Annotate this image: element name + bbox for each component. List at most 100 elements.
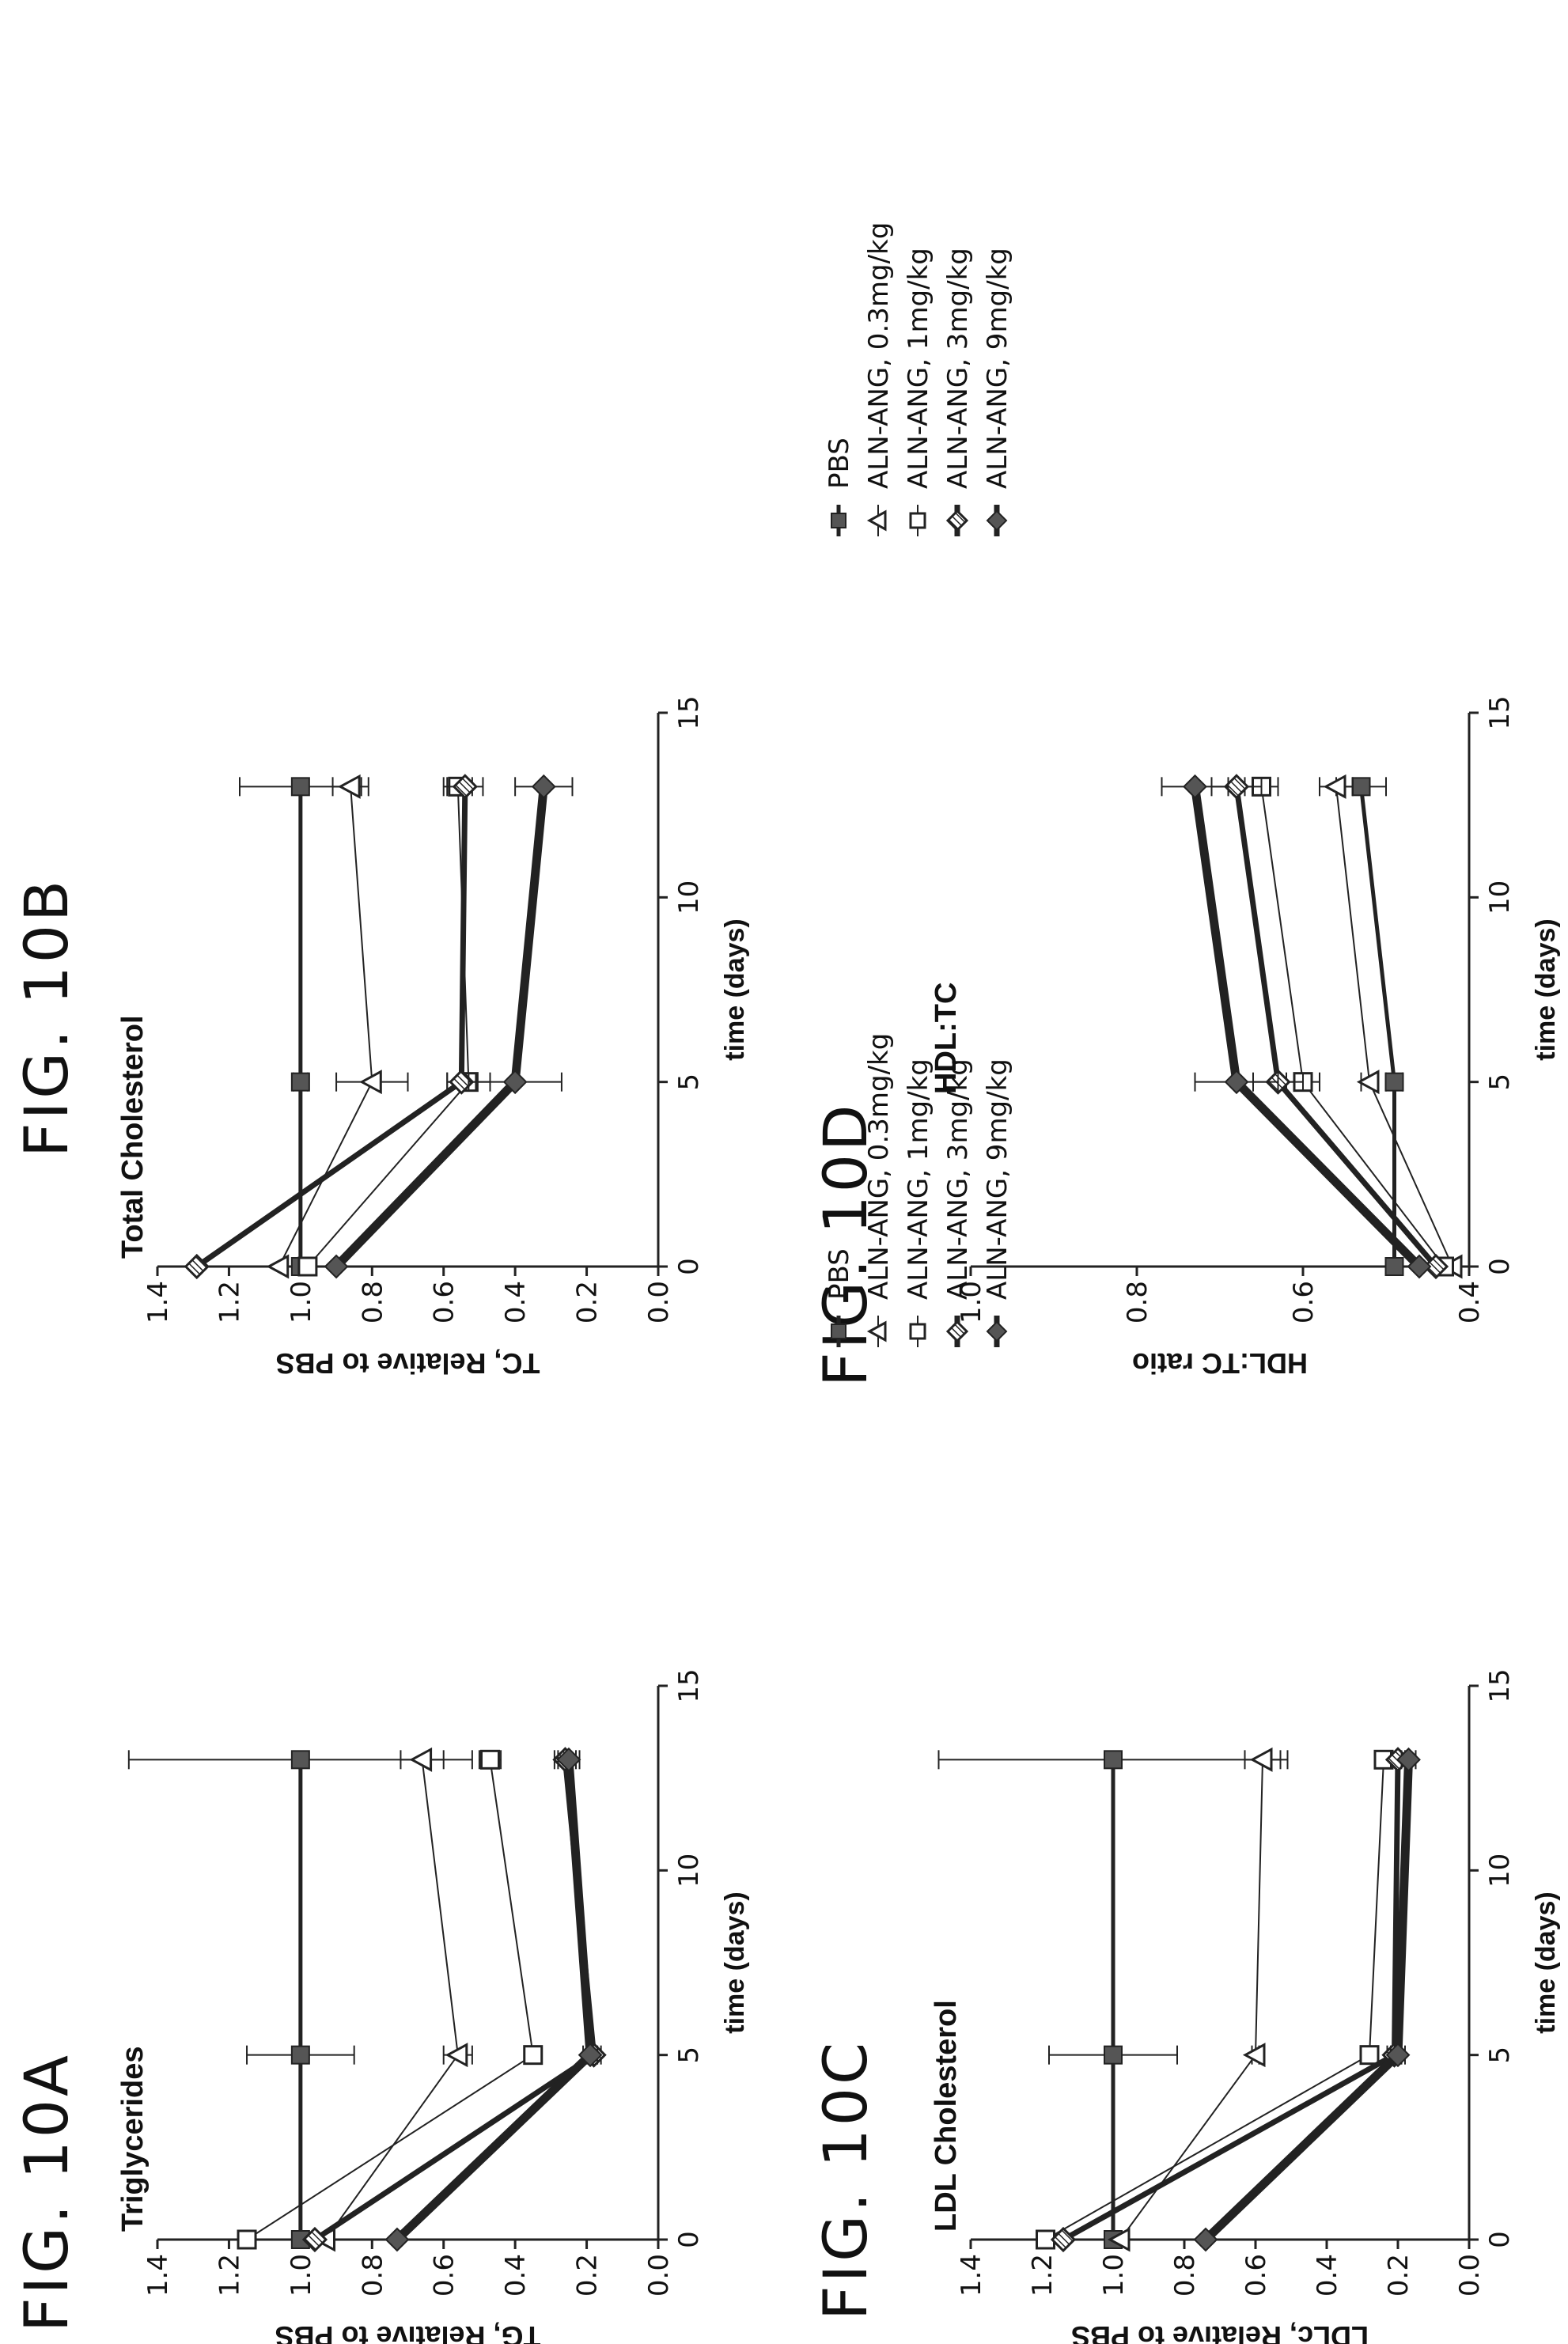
series-line xyxy=(1191,786,1422,1270)
legend-entry: ALN-ANG, 3mg/kg xyxy=(942,1058,974,1300)
data-point xyxy=(531,774,556,799)
legend-marker xyxy=(945,1320,969,1343)
data-point xyxy=(384,2227,410,2252)
data-point xyxy=(452,774,478,800)
legend-marker xyxy=(986,509,1008,532)
series-3 xyxy=(237,1749,543,2250)
x-tick-label: 0 xyxy=(1484,1258,1516,1275)
data-point xyxy=(1422,1253,1449,1280)
data-point xyxy=(1384,1072,1404,1092)
fig-label-b: FIG. 10B xyxy=(11,877,81,1157)
y-tick-label: 1.0 xyxy=(286,2254,317,2297)
data-point xyxy=(556,1747,581,1772)
data-point xyxy=(1193,2227,1218,2252)
series-2 xyxy=(1319,774,1463,1279)
data-point xyxy=(578,2043,603,2068)
data-point xyxy=(502,1070,528,1095)
data-point xyxy=(445,2043,468,2068)
series-line xyxy=(246,1759,534,2240)
data-point xyxy=(1104,1750,1123,1770)
data-point xyxy=(1323,774,1346,799)
data-point xyxy=(1351,777,1371,797)
data-point xyxy=(338,774,361,799)
legend-marker xyxy=(866,1320,887,1342)
series-5 xyxy=(324,774,574,1279)
x-tick-label: 15 xyxy=(1484,1668,1516,1702)
series-line xyxy=(313,1759,597,2242)
series-5 xyxy=(384,1747,603,2252)
data-point xyxy=(301,2226,328,2253)
y-axis-label: TG, Relative to PBS xyxy=(275,2320,540,2344)
data-point xyxy=(290,1750,310,1770)
legend-marker xyxy=(831,1323,846,1339)
series-line xyxy=(1045,1759,1384,2240)
legend-marker xyxy=(831,513,846,528)
x-tick-label: 0 xyxy=(1484,2231,1516,2248)
x-tick-label: 10 xyxy=(673,1854,705,1888)
y-tick-label: 1.2 xyxy=(214,1281,245,1323)
series-1 xyxy=(1335,777,1404,1276)
x-axis-label: time (days) xyxy=(720,918,750,1061)
x-tick-label: 0 xyxy=(673,1258,705,1275)
series-4 xyxy=(1050,1747,1411,2253)
series-1 xyxy=(937,1750,1289,2249)
data-point xyxy=(290,1072,310,1092)
y-axis-label: HDL:TC ratio xyxy=(1132,1347,1308,1380)
series-line xyxy=(1203,1759,1413,2243)
series-3 xyxy=(1036,1749,1394,2250)
x-tick-label: 0 xyxy=(673,2231,705,2248)
legend-entry: ALN-ANG, 9mg/kg xyxy=(982,248,1013,489)
y-tick-label: 0.0 xyxy=(1454,2254,1486,2297)
data-point xyxy=(479,1749,500,1770)
y-tick-label: 1.0 xyxy=(286,1281,317,1323)
data-point xyxy=(184,1253,210,1280)
x-tick-label: 5 xyxy=(1484,2047,1516,2064)
data-point xyxy=(1396,1747,1421,1772)
x-tick-label: 15 xyxy=(1484,695,1516,729)
chart-panel-2: Total Cholesterol 0.0 0.2 0.4 0.6 0.8 1.0 1.2 1.… xyxy=(116,695,750,1380)
x-axis-label: time (days) xyxy=(720,1891,750,2034)
y-tick-label: 0.4 xyxy=(500,1281,532,1323)
x-tick-label: 15 xyxy=(673,695,705,729)
x-tick-label: 10 xyxy=(673,880,705,915)
y-tick-label: 0.8 xyxy=(357,1281,388,1323)
y-tick-label: 0.6 xyxy=(429,2254,460,2297)
series-1 xyxy=(238,777,362,1276)
y-tick-label: 1.4 xyxy=(956,2254,987,2297)
x-tick-label: 15 xyxy=(673,1668,705,1702)
legend-entry: ALN-ANG, 3mg/kg xyxy=(942,248,974,489)
y-axis-label: TC, Relative to PBS xyxy=(275,1347,540,1380)
y-tick-label: 0.0 xyxy=(643,1281,675,1323)
y-tick-label: 0.0 xyxy=(643,2254,675,2297)
series-1 xyxy=(127,1750,473,2249)
data-point xyxy=(523,2045,543,2066)
legend: PBS ALN-ANG, 0.3mg/kg ALN-ANG, 1mg/kg ALN-A… xyxy=(824,222,1013,536)
series-4 xyxy=(184,774,484,1280)
data-point xyxy=(1407,1254,1432,1279)
legend-marker xyxy=(909,1323,926,1340)
chart-title: Triglycerides xyxy=(116,2047,150,2232)
series-line xyxy=(307,786,470,1267)
chart-panel-4: HDL:TC 0.4 0.6 0.8 1.0 0 5 10 15 time (days) HDL:T… xyxy=(930,695,1561,1380)
data-point xyxy=(359,1070,382,1095)
chart-title: HDL:TC xyxy=(930,983,963,1094)
y-tick-label: 0.8 xyxy=(1122,1281,1153,1323)
data-point xyxy=(297,1256,318,1277)
y-tick-label: 0.4 xyxy=(500,2254,532,2297)
series-2 xyxy=(266,774,409,1279)
data-point xyxy=(266,1254,290,1279)
series-2 xyxy=(1107,1747,1282,2252)
y-tick-label: 0.4 xyxy=(1312,2254,1343,2297)
chart-panel-1: Triglycerides 0.0 0.2 0.4 0.6 0.8 1.0 1.2 1.4 0 5 1… xyxy=(116,1033,1013,2344)
y-tick-label: 0.8 xyxy=(1169,2254,1201,2297)
x-tick-label: 5 xyxy=(673,2047,705,2064)
x-tick-label: 5 xyxy=(1484,1074,1516,1091)
x-tick-label: 10 xyxy=(1484,1854,1516,1888)
x-tick-label: 5 xyxy=(673,1074,705,1091)
chart-panel-3: LDL Cholesterol 0.0 0.2 0.4 0.6 0.8 1.0 1.2 1.4 0… xyxy=(824,222,1561,2344)
series-line xyxy=(195,786,468,1269)
data-point xyxy=(1356,1070,1380,1095)
data-point xyxy=(1384,1257,1404,1276)
data-point xyxy=(409,1747,433,1772)
